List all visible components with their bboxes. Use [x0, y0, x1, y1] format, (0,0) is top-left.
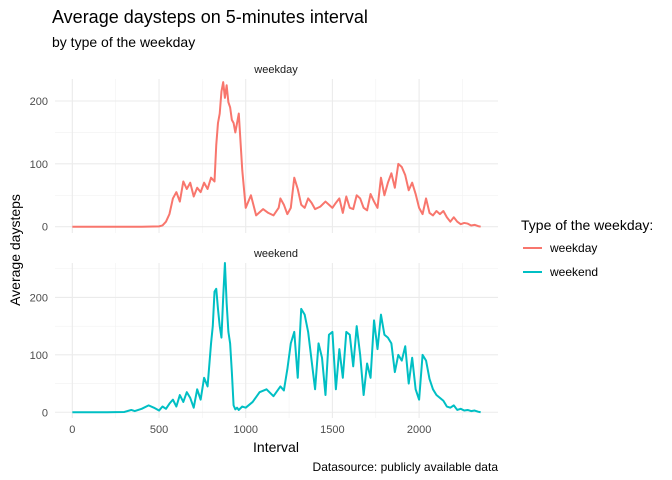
chart-subtitle: by type of the weekday [52, 34, 195, 50]
y-tick-label: 0 [42, 407, 48, 419]
y-tick-label: 0 [42, 222, 48, 234]
legend-label-weekend: weekend [549, 265, 598, 279]
y-axis-title: Average daysteps [7, 194, 23, 306]
caption: Datasource: publicly available data [313, 460, 499, 474]
x-tick-label: 1500 [320, 424, 344, 436]
chart-title: Average daysteps on 5-minutes interval [52, 7, 368, 27]
strip-label-weekday: weekday [253, 64, 298, 76]
x-tick-label: 1000 [233, 424, 257, 436]
x-tick-label: 0 [69, 424, 75, 436]
y-tick-label: 100 [30, 159, 48, 171]
panel-weekday: weekday 0 100 200 [30, 64, 498, 234]
y-tick-label: 100 [30, 350, 48, 362]
x-tick-label: 2000 [407, 424, 431, 436]
y-tick-label: 200 [30, 96, 48, 108]
series-line-weekday [72, 81, 481, 228]
strip-label-weekend: weekend [253, 248, 298, 260]
x-tick-label: 500 [150, 424, 168, 436]
legend-label-weekday: weekday [549, 241, 597, 255]
x-axis-title: Interval [253, 439, 299, 455]
series-line-weekend [72, 262, 481, 414]
legend-title: Type of the weekday: [521, 217, 653, 233]
legend: Type of the weekday: weekday weekend [521, 217, 653, 279]
y-tick-label: 200 [30, 292, 48, 304]
